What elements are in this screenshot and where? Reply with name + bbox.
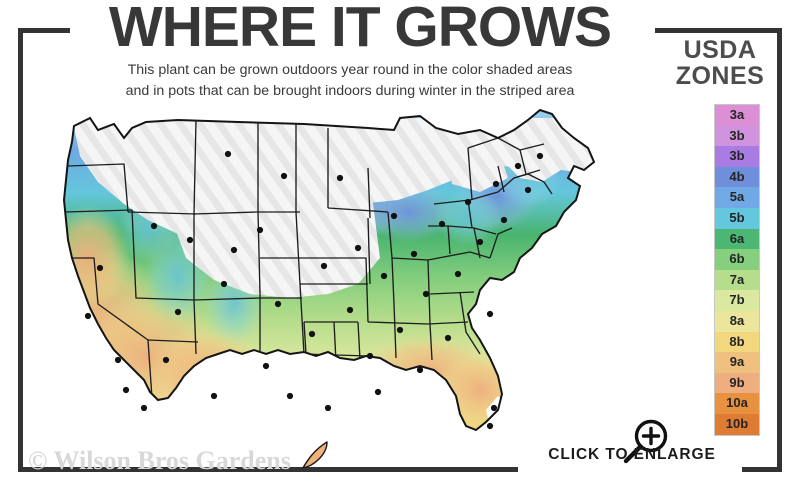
watermark-text: © Wilson Bros Gardens [28,446,291,475]
zone-swatch-label: 8a [729,312,745,328]
zone-swatch-7b-9: 7b [715,290,759,311]
legend-title: USDA ZONES [660,36,780,90]
zone-swatch-label: 3b [729,127,745,143]
zone-map[interactable] [28,108,648,460]
map-striped-region [72,118,594,298]
zone-swatch-9a-12: 9a [715,352,759,373]
frame-border-left [18,28,23,472]
click-to-enlarge-label[interactable]: CLICK TO ENLARGE [548,446,716,463]
map-national-border [62,108,596,432]
zone-swatch-3a-0: 3a [715,105,759,126]
zone-swatch-4b-3: 4b [715,166,759,188]
subtitle-line-1: This plant can be grown outdoors year ro… [127,62,573,78]
zone-swatch-label: 5b [729,209,745,225]
zone-swatch-6b-7: 6b [715,249,759,270]
magnifier-plus-icon[interactable] [620,416,672,468]
map-state-borders [65,119,553,399]
zone-swatch-3b-1: 3b [715,125,759,147]
page-title: WHERE IT GROWS [108,0,612,59]
legend-title-line-2: ZONES [675,61,765,90]
frame-border-top-left [18,28,70,33]
frame-border-right [777,28,782,472]
zone-swatch-8b-11: 8b [715,331,759,353]
zone-swatch-label: 9b [729,374,745,390]
zone-swatch-3b-2: 3b [715,146,759,167]
legend-title-line-1: USDA [683,36,757,64]
zone-swatch-label: 3a [729,107,745,122]
subtitle-line-2: and in pots that can be brought indoors … [125,82,575,99]
zone-swatch-10b-15: 10b [715,413,759,435]
page-subtitle: This plant can be grown outdoors year ro… [40,60,660,101]
zone-swatch-10a-14: 10a [715,393,759,414]
zone-swatch-5a-4: 5a [715,187,759,208]
zone-swatch-label: 3b [729,148,745,164]
zone-swatch-5b-5: 5b [715,207,759,229]
zone-swatch-label: 10b [725,415,749,431]
usda-zone-scale: 3a 3b 3b 4b 5a 5b 6a 6b 7a 7b 8a 8b 9a 9b 10a 10b [714,104,760,436]
zone-swatch-7a-8: 7a [715,269,759,291]
zone-swatch-label: 6a [729,230,745,246]
zone-swatch-label: 8b [729,333,745,349]
zone-swatch-label: 7a [729,271,745,287]
map-city-dots [84,150,544,430]
zone-swatch-label: 4b [729,168,745,184]
zone-swatch-9b-13: 9b [715,372,759,394]
frame-border-bottom-left [18,467,518,472]
frame-border-bottom-right [742,467,782,472]
zone-swatch-label: 10a [726,395,748,411]
zone-swatch-label: 5a [729,189,745,205]
pointing-hand-icon [296,440,330,470]
zone-swatch-6a-6: 6a [715,228,759,250]
zone-swatch-label: 6b [729,251,745,267]
zone-swatch-label: 9a [729,354,745,370]
zone-swatch-8a-10: 8a [715,310,759,332]
frame-border-top-right [655,28,782,33]
zone-swatch-label: 7b [729,292,745,308]
